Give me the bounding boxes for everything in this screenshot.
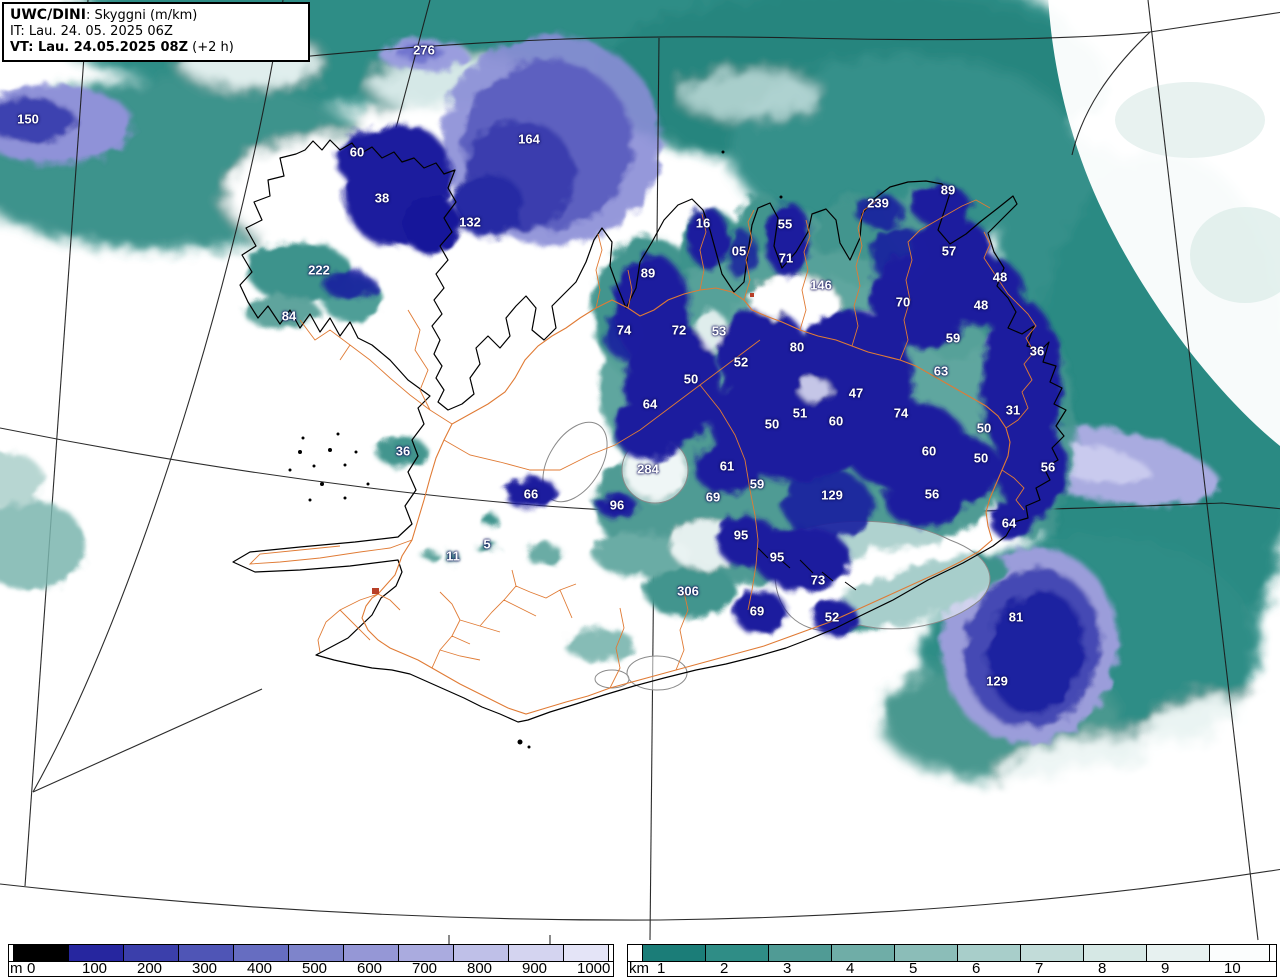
colorbar-segment	[509, 945, 564, 961]
colorbar-tick-label: 7	[1035, 960, 1044, 977]
colorbar-segment	[895, 945, 958, 961]
ring-road	[361, 287, 1011, 715]
colorbar-kilometers-unit: km	[629, 960, 649, 977]
myrdalsjokull-glacier	[626, 655, 688, 691]
colorbar-segment	[399, 945, 454, 961]
land-fog-masses	[324, 124, 1067, 636]
colorbar-meters: m 0 100 200 300 400 500 600 700 800 900 1000	[8, 944, 614, 977]
reykjavik-marker	[372, 588, 379, 594]
domain-edge-line	[1071, 31, 1151, 156]
colorbar-tick-label: 0	[27, 960, 36, 977]
colorbar-segment	[179, 945, 234, 961]
islands	[288, 150, 783, 749]
meridian-line	[395, 0, 431, 129]
colorbar-kilometers-bar	[628, 945, 1276, 962]
valid-time: VT: Lau. 24.05.2025 08Z (+2 h)	[10, 40, 234, 55]
colorbar-tick-label: 500	[302, 960, 328, 977]
parallel-line	[299, 11, 1280, 58]
meridian-line	[24, 0, 89, 887]
city-markers	[372, 293, 754, 594]
iceland-coastline	[232, 139, 1067, 723]
colorbar-segment	[769, 945, 832, 961]
colorbar-tick-label: 700	[412, 960, 438, 977]
colorbar-tick-label: 400	[247, 960, 273, 977]
mountain-hatching	[757, 547, 857, 591]
product-title: UWC/DINI: Skyggni (m/km)	[10, 7, 198, 23]
colorbar-tick-label: 6	[972, 960, 981, 977]
colorbar-segment	[289, 945, 344, 961]
colorbar-kilometers-ticks: km 1 2 3 4 5 6 7 8 9 10	[628, 960, 1276, 977]
colorbar-tick-label: 600	[357, 960, 383, 977]
colorbar-segment	[1084, 945, 1147, 961]
meridian-line	[1147, 0, 1259, 941]
colorbar-segment	[124, 945, 179, 961]
colorbar-tick-label: 8	[1098, 960, 1107, 977]
colorbar-tick-label: 2	[720, 960, 729, 977]
colorbar-segment	[344, 945, 399, 961]
colorbar-meters-ticks: m 0 100 200 300 400 500 600 700 800 900 1000	[9, 960, 613, 977]
colorbar-segment	[958, 945, 1021, 961]
colorbar-segment	[628, 945, 643, 961]
road-network	[248, 199, 1037, 715]
colorbar-segment	[564, 945, 609, 961]
colorbar-tick-label: 5	[909, 960, 918, 977]
colorbar-tick-label: 900	[522, 960, 548, 977]
colorbar-meters-unit: m	[10, 960, 23, 977]
colorbar-tick-label: 3	[783, 960, 792, 977]
colorbar-tick-label: 300	[192, 960, 218, 977]
clear-corner-overlay	[1048, 0, 1280, 446]
akureyri-marker	[750, 293, 754, 297]
colorbar-segment	[706, 945, 769, 961]
colorbar-tick-label: 9	[1161, 960, 1170, 977]
title-box: UWC/DINI: Skyggni (m/km) IT: Lau. 24. 05…	[2, 2, 310, 62]
colorbar-segment	[1147, 945, 1210, 961]
meridian-line	[32, 0, 284, 793]
colorbar-segment	[454, 945, 509, 961]
domain-edge-line	[32, 688, 263, 793]
colorbar-tick-label: 800	[467, 960, 493, 977]
colorbar-tick-label: 10	[1224, 960, 1241, 977]
colorbar-segment	[234, 945, 289, 961]
colorbar-segment	[69, 945, 124, 961]
colorbar-tick-label: 100	[82, 960, 108, 977]
init-time: IT: Lau. 24. 05. 2025 06Z	[10, 24, 173, 39]
colorbar-segment	[832, 945, 895, 961]
colorbar-segment	[1210, 945, 1270, 961]
secondary-roads	[248, 199, 1037, 689]
colorbar-kilometers: km 1 2 3 4 5 6 7 8 9 10	[627, 944, 1277, 977]
colorbar-tick-label: 4	[846, 960, 855, 977]
parallel-line	[0, 868, 1280, 921]
eyjafjallajokull-glacier	[594, 669, 630, 689]
colorbar-meters-bar	[9, 945, 613, 962]
colorbar-tick-label: 200	[137, 960, 163, 977]
colorbar-segment	[14, 945, 69, 961]
colorbar-tick-label: 1	[657, 960, 666, 977]
colorbar-segment	[9, 945, 14, 961]
colorbar-segment	[643, 945, 706, 961]
colorbar-segment	[1021, 945, 1084, 961]
colorbar-tick-label: 1000	[577, 960, 611, 977]
